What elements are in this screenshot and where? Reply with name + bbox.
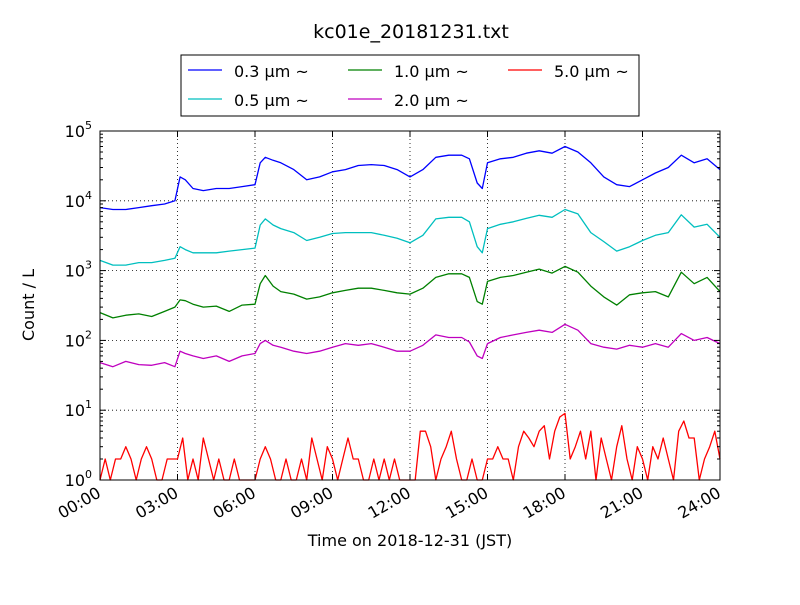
legend-entry-0.3um: 0.3 μm ~ (188, 62, 309, 81)
legend-box (180, 54, 640, 117)
y-tick-label: 104 (65, 189, 92, 211)
y-tick-labels: 100 101 102 103 104 105 (65, 119, 92, 490)
x-axis-label: Time on 2018-12-31 (JST) (307, 531, 512, 550)
y-tick-label: 101 (65, 398, 92, 420)
legend-label: 0.3 μm ~ (234, 62, 309, 81)
y-axis-label: Count / L (19, 269, 38, 341)
chart-title: kc01e_20181231.txt (313, 21, 509, 43)
y-tick-label: 100 (65, 468, 92, 490)
legend-label: 2.0 μm ~ (394, 91, 469, 110)
legend-entry-2.0um: 2.0 μm ~ (348, 91, 469, 110)
y-tick-label: 103 (65, 259, 92, 281)
y-tick-label: 105 (65, 119, 92, 141)
legend: 0.3 μm ~ 0.5 μm ~ 1.0 μm ~ 2.0 μm ~ 5.0 … (180, 54, 640, 117)
y-tick-label: 102 (65, 328, 92, 350)
series-line-2.0 (99, 323, 721, 368)
legend-label: 5.0 μm ~ (554, 62, 629, 81)
legend-entry-0.5um: 0.5 μm ~ (188, 91, 309, 110)
series-line-0.5 (99, 208, 721, 266)
legend-label: 0.5 μm ~ (234, 91, 309, 110)
legend-entry-1.0um: 1.0 μm ~ (348, 62, 469, 81)
grid (100, 131, 720, 480)
ticks (99, 130, 721, 481)
legend-label: 1.0 μm ~ (394, 62, 469, 81)
series-line-1.0 (99, 265, 721, 319)
series-line-0.3 (99, 145, 721, 211)
legend-entry-5.0um: 5.0 μm ~ (508, 62, 629, 81)
